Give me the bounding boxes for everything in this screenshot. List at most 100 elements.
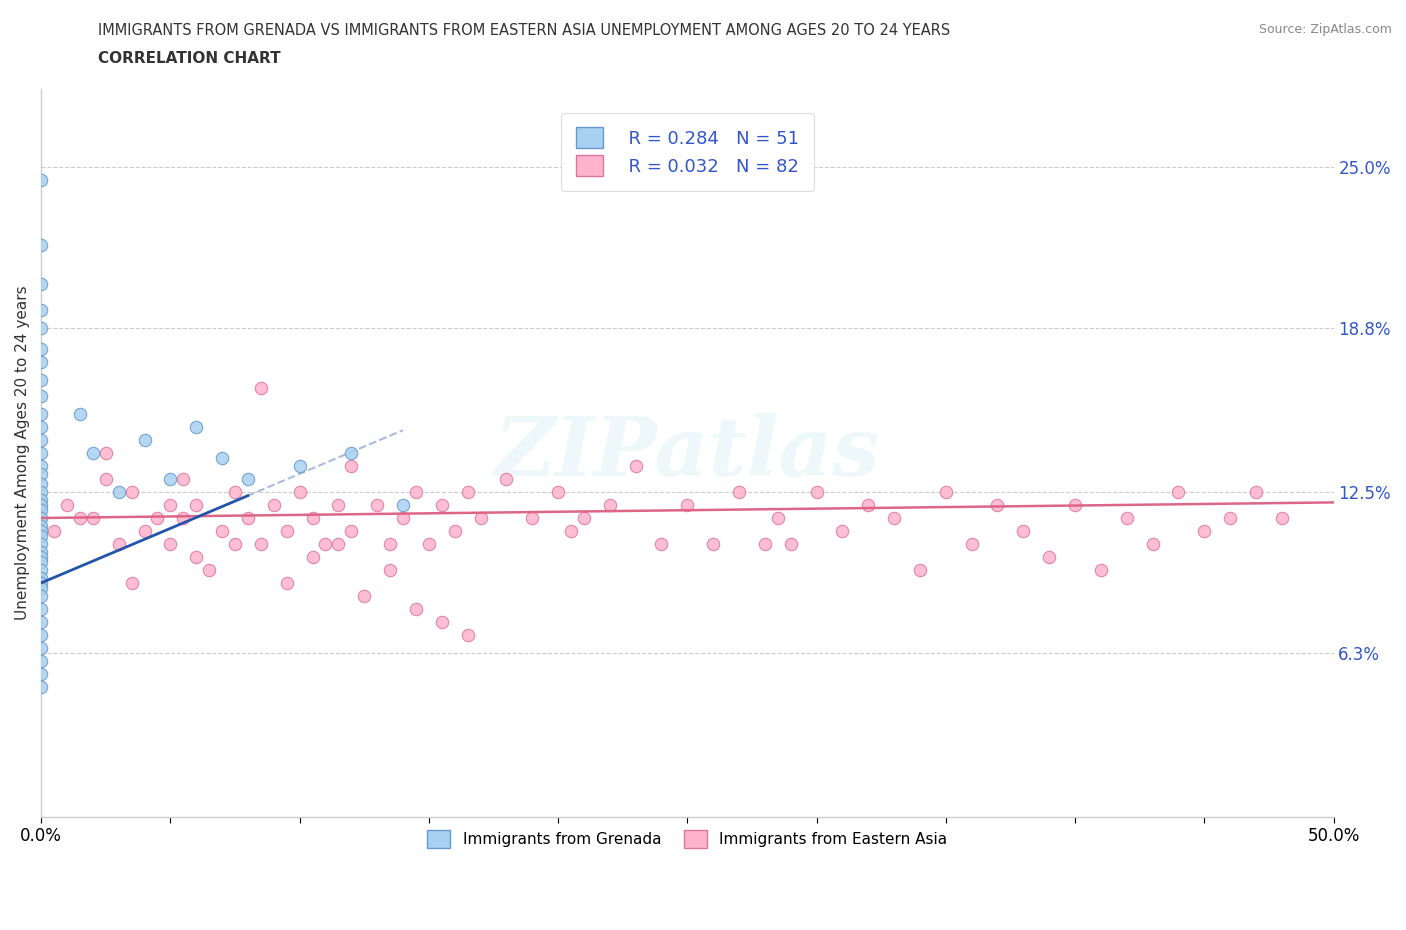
Point [224, 485, 246, 499]
Point [378, 537, 401, 551]
Point [30, 641, 52, 656]
Point [276, 576, 298, 591]
Point [30, 477, 52, 492]
Point [121, 576, 143, 591]
Point [30, 467, 52, 482]
Point [30, 576, 52, 591]
Point [301, 550, 323, 565]
Legend: Immigrants from Grenada, Immigrants from Eastern Asia: Immigrants from Grenada, Immigrants from… [415, 817, 959, 860]
Point [146, 511, 169, 525]
Point [1194, 524, 1216, 538]
Point [766, 511, 789, 525]
Point [30, 580, 52, 595]
Point [392, 498, 415, 512]
Point [30, 173, 52, 188]
Point [107, 537, 129, 551]
Point [30, 554, 52, 569]
Point [353, 589, 375, 604]
Point [30, 485, 52, 499]
Point [314, 537, 336, 551]
Point [121, 485, 143, 499]
Point [30, 373, 52, 388]
Point [30, 341, 52, 356]
Point [159, 537, 181, 551]
Point [159, 498, 181, 512]
Point [236, 511, 259, 525]
Point [30, 563, 52, 578]
Point [806, 485, 828, 499]
Point [94, 445, 117, 460]
Point [186, 419, 208, 434]
Point [250, 380, 273, 395]
Text: Source: ZipAtlas.com: Source: ZipAtlas.com [1258, 23, 1392, 36]
Point [960, 537, 983, 551]
Point [883, 511, 905, 525]
Point [430, 615, 453, 630]
Point [30, 511, 52, 525]
Point [1090, 563, 1112, 578]
Y-axis label: Unemployment Among Ages 20 to 24 years: Unemployment Among Ages 20 to 24 years [15, 286, 30, 620]
Point [495, 472, 517, 486]
Point [30, 550, 52, 565]
Point [935, 485, 957, 499]
Point [702, 537, 724, 551]
Text: IMMIGRANTS FROM GRENADA VS IMMIGRANTS FROM EASTERN ASIA UNEMPLOYMENT AMONG AGES : IMMIGRANTS FROM GRENADA VS IMMIGRANTS FR… [98, 23, 950, 38]
Point [754, 537, 776, 551]
Point [30, 680, 52, 695]
Point [236, 472, 259, 486]
Point [224, 537, 246, 551]
Point [186, 550, 208, 565]
Point [30, 419, 52, 434]
Point [263, 498, 285, 512]
Point [457, 485, 479, 499]
Point [831, 524, 853, 538]
Point [650, 537, 672, 551]
Point [30, 445, 52, 460]
Point [392, 511, 415, 525]
Point [30, 654, 52, 669]
Point [250, 537, 273, 551]
Point [624, 458, 647, 473]
Point [107, 485, 129, 499]
Point [30, 544, 52, 559]
Point [198, 563, 221, 578]
Point [172, 472, 194, 486]
Point [288, 485, 311, 499]
Point [30, 498, 52, 512]
Point [186, 498, 208, 512]
Point [405, 485, 427, 499]
Point [30, 589, 52, 604]
Point [986, 498, 1008, 512]
Point [69, 511, 91, 525]
Point [572, 511, 595, 525]
Text: CORRELATION CHART: CORRELATION CHART [98, 51, 281, 66]
Point [779, 537, 801, 551]
Point [457, 628, 479, 643]
Point [30, 492, 52, 507]
Point [94, 472, 117, 486]
Point [30, 354, 52, 369]
Point [418, 537, 440, 551]
Point [211, 451, 233, 466]
Point [676, 498, 699, 512]
Point [159, 472, 181, 486]
Point [30, 432, 52, 447]
Point [1115, 511, 1137, 525]
Point [430, 498, 453, 512]
Point [1167, 485, 1189, 499]
Point [1064, 498, 1087, 512]
Point [30, 602, 52, 617]
Point [560, 524, 582, 538]
Point [69, 406, 91, 421]
Point [1219, 511, 1241, 525]
Point [276, 524, 298, 538]
Point [30, 321, 52, 336]
Point [30, 570, 52, 585]
Point [30, 389, 52, 404]
Point [1244, 485, 1267, 499]
Point [211, 524, 233, 538]
Point [858, 498, 880, 512]
Text: ZIPatlas: ZIPatlas [495, 413, 880, 493]
Point [301, 511, 323, 525]
Point [30, 529, 52, 544]
